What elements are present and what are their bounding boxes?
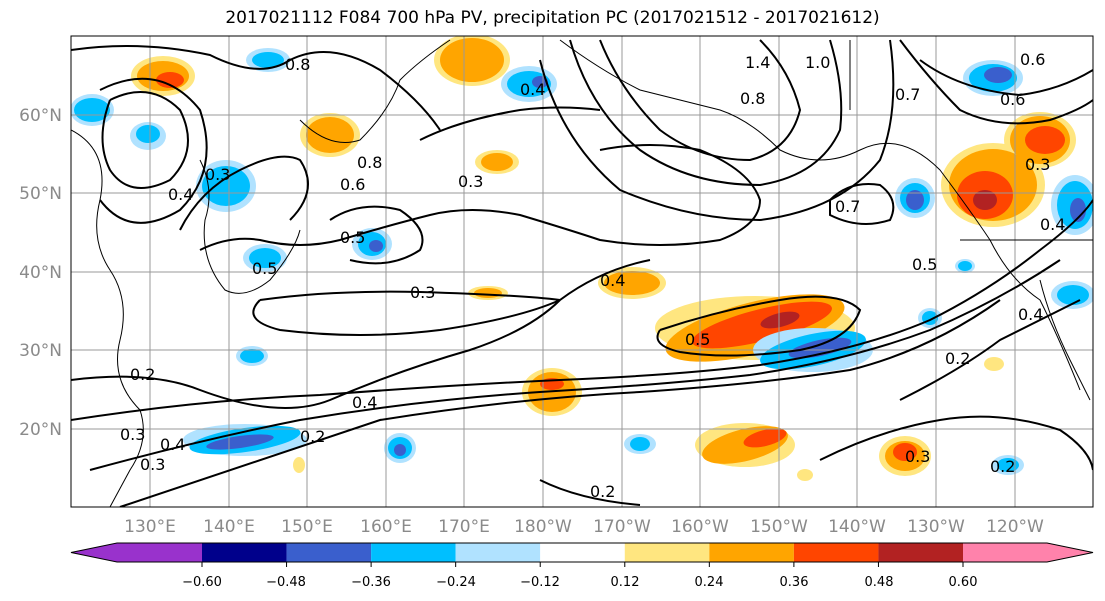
lat-label: 60°N — [19, 106, 62, 126]
contour-label: 0.2 — [130, 365, 155, 384]
contour-labels: 0.8 0.3 0.4 0.6 0.8 0.5 0.5 0.3 0.3 0.4 … — [120, 50, 1065, 501]
colorbar-segment — [71, 543, 202, 562]
contour-label: 0.4 — [1040, 215, 1065, 234]
colorbar-segment — [709, 543, 794, 562]
colorbar-segment — [624, 543, 710, 562]
colorbar-tick-label: 0.48 — [865, 575, 894, 590]
contour-label: 1.0 — [805, 53, 830, 72]
lon-label: 160°E — [360, 517, 412, 537]
contour-label: 0.4 — [1018, 305, 1043, 324]
contour-label: 0.5 — [340, 228, 365, 247]
colorbar-tick-label: 0.36 — [780, 575, 809, 590]
colorbar-outline — [70, 542, 1094, 563]
colorbar-segment — [455, 543, 541, 562]
colorbar-segment — [202, 543, 287, 562]
lon-label: 150°E — [281, 517, 333, 537]
contour-label: 0.3 — [1025, 155, 1050, 174]
colorbar-segment — [963, 543, 1093, 562]
colorbar-segment — [540, 543, 625, 562]
contour-label: 0.2 — [990, 457, 1015, 476]
contour-label: 0.3 — [410, 283, 435, 302]
contour-label: 0.2 — [945, 349, 970, 368]
colorbar-tick-label: −0.24 — [436, 575, 476, 590]
contour-label: 0.6 — [1020, 50, 1045, 69]
contour-label: 0.3 — [205, 165, 230, 184]
contour-label: 0.3 — [140, 455, 165, 474]
contour-label: 0.8 — [285, 55, 310, 74]
colorbar-segment — [371, 543, 456, 562]
lat-label: 20°N — [19, 420, 62, 440]
lon-label: 140°E — [203, 517, 255, 537]
contour-label: 0.3 — [458, 172, 483, 191]
contour-label: 0.5 — [912, 255, 937, 274]
contour-label: 0.6 — [1000, 90, 1025, 109]
contour-label: 0.2 — [300, 427, 325, 446]
contour-label: 0.6 — [340, 175, 365, 194]
lon-label: 120°W — [986, 517, 1044, 537]
lon-label: 170°E — [438, 517, 490, 537]
colorbar-segment — [878, 543, 963, 562]
colorbar-tick-label: −0.60 — [182, 575, 222, 590]
colorbar-ticks: −0.60 −0.48 −0.36 −0.24 −0.12 0.12 0.24 … — [182, 575, 977, 590]
contour-label: 0.7 — [895, 85, 920, 104]
lon-label: 160°W — [671, 517, 729, 537]
lon-label: 130°W — [907, 517, 965, 537]
lon-label: 180°W — [514, 517, 572, 537]
colorbar-tick-label: 0.24 — [695, 575, 724, 590]
pv-contours — [71, 39, 1093, 507]
colorbar-segment — [793, 543, 879, 562]
map-gridlines — [71, 36, 1093, 507]
contour-label: 0.5 — [252, 259, 277, 278]
coastlines — [71, 39, 1093, 507]
contour-label: 0.4 — [352, 393, 377, 412]
lon-axis: 130°E 140°E 150°E 160°E 170°E 180°W 170°… — [124, 517, 1044, 537]
colorbar-tick-label: −0.48 — [266, 575, 306, 590]
lon-label: 150°W — [750, 517, 808, 537]
lat-label: 40°N — [19, 263, 62, 283]
contour-label: 0.4 — [600, 271, 625, 290]
lat-axis: 60°N 50°N 40°N 30°N 20°N — [19, 106, 62, 440]
colorbar — [70, 542, 1094, 567]
colorbar-tick-label: 0.60 — [949, 575, 978, 590]
contour-label: 0.3 — [120, 425, 145, 444]
map-title: 2017021112 F084 700 hPa PV, precipitatio… — [225, 8, 880, 28]
contour-label: 1.4 — [745, 53, 770, 72]
lon-label: 170°W — [593, 517, 651, 537]
lon-label: 130°E — [124, 517, 176, 537]
contour-label: 0.4 — [168, 185, 193, 204]
colorbar-tick-label: 0.12 — [611, 575, 640, 590]
contour-label: 0.8 — [357, 153, 382, 172]
colorbar-tick-label: −0.36 — [351, 575, 391, 590]
contour-label: 0.7 — [835, 197, 860, 216]
colorbar-tick-label: −0.12 — [520, 575, 560, 590]
lat-label: 30°N — [19, 341, 62, 361]
lon-label: 140°W — [828, 517, 886, 537]
lat-label: 50°N — [19, 184, 62, 204]
map-frame — [70, 35, 1094, 508]
contour-label: 0.2 — [590, 482, 615, 501]
contour-label: 0.4 — [520, 80, 545, 99]
contour-label: 0.5 — [685, 330, 710, 349]
contour-label: 0.8 — [740, 89, 765, 108]
precipitation-shading — [71, 36, 1093, 481]
colorbar-segment — [286, 543, 372, 562]
contour-label: 0.4 — [160, 435, 185, 454]
contour-label: 0.3 — [905, 447, 930, 466]
